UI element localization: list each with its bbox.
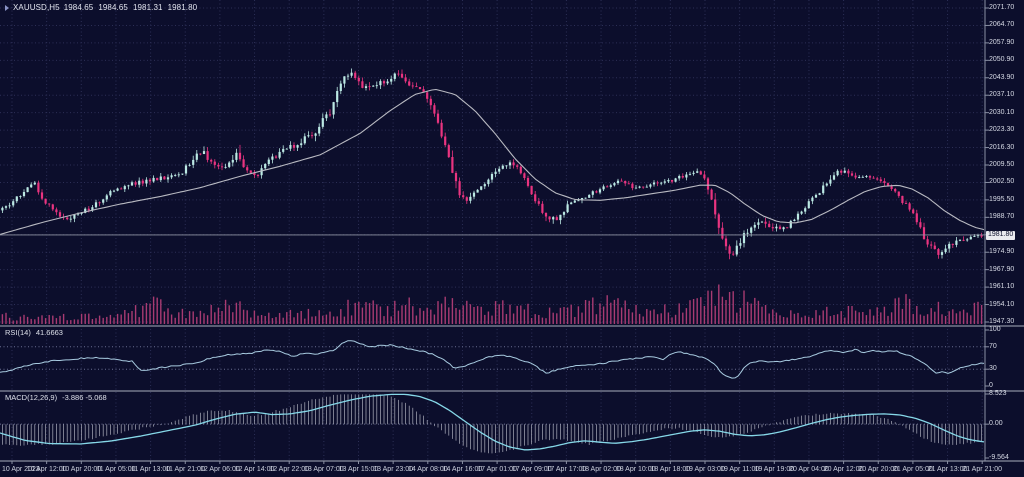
rsi-axis-label: 70 xyxy=(989,342,997,350)
price-axis-label: 2002.50 xyxy=(989,178,1015,186)
price-axis-label: 2071.70 xyxy=(989,4,1015,11)
rsi-axis-label: 30 xyxy=(989,365,997,373)
macd-axis-label: -9.564 xyxy=(989,454,1009,461)
price-axis-label: 2016.30 xyxy=(989,143,1015,151)
price-axis-label: 1974.90 xyxy=(989,248,1015,256)
price-axis-label: 2050.90 xyxy=(989,56,1015,64)
rsi-value: 41.6663 xyxy=(35,328,63,337)
price-axis-label: 1954.10 xyxy=(989,300,1015,308)
time-axis-label: 10 Apr 12:00 xyxy=(26,466,67,473)
price-axis-label: 2009.50 xyxy=(989,161,1015,168)
time-axis-label: 20 Apr 20:00 xyxy=(858,466,899,473)
ohlc-readout: 1984.65 1984.65 1981.31 1981.80 xyxy=(64,3,198,12)
price-axis-label: 2023.30 xyxy=(989,126,1015,134)
ma-line xyxy=(0,88,985,235)
symbol-marker-icon xyxy=(5,4,9,11)
time-axis-label: 12 Apr 14:00 xyxy=(234,466,275,473)
rsi-label: RSI(14) xyxy=(5,328,31,337)
price-axis-label: 2057.90 xyxy=(989,38,1015,46)
price-axis-label: 1995.50 xyxy=(989,195,1015,203)
time-axis-label: 19 Apr 03:00 xyxy=(685,466,725,473)
price-axis-label: 1967.90 xyxy=(989,265,1015,273)
time-axis-label: 17 Apr 09:00 xyxy=(511,466,552,473)
time-axis-label: 14 Apr 16:00 xyxy=(442,466,483,473)
price-axis-label: 2030.10 xyxy=(989,108,1015,116)
time-axis-label: 21 Apr 21:00 xyxy=(962,466,1003,473)
time-axis-label: 20 Apr 12:00 xyxy=(823,466,864,473)
time-axis-label: 18 Apr 02:00 xyxy=(581,466,621,473)
price-axis-label: 1961.10 xyxy=(989,283,1015,291)
price-axis-label: 2064.70 xyxy=(989,21,1015,29)
time-axis-label: 17 Apr 01:00 xyxy=(477,466,517,473)
ohlc-open: 1984.65 xyxy=(63,3,94,12)
time-axis-label: 10 Apr 2023 xyxy=(2,466,40,473)
current-price-label: 1981.80 xyxy=(986,230,1016,240)
rsi-line xyxy=(0,340,985,379)
macd-histogram xyxy=(2,394,982,454)
time-axis-label: 17 Apr 17:00 xyxy=(546,466,587,473)
rsi-axis-label: 100 xyxy=(989,326,1001,333)
symbol-title: XAUUSD,H5 xyxy=(13,3,60,12)
rsi-panel-label: RSI(14) 41.6663 xyxy=(5,328,63,337)
macd-panel-label: MACD(12,26,9) -3.886 -5.068 xyxy=(5,393,107,402)
macd-axis-label: 8.523 xyxy=(989,390,1007,397)
price-axis-label: 2043.90 xyxy=(989,73,1015,81)
grid-layer xyxy=(0,0,985,461)
time-axis-label: 11 Apr 05:00 xyxy=(96,466,136,473)
volume-bars xyxy=(1,284,983,324)
time-axis-label: 20 Apr 04:00 xyxy=(789,466,829,473)
time-axis-label: 11 Apr 21:00 xyxy=(165,466,205,473)
time-axis-label: 21 Apr 13:00 xyxy=(927,466,968,473)
time-axis-label: 13 Apr 07:00 xyxy=(303,466,344,473)
time-axis-label: 19 Apr 11:00 xyxy=(720,466,760,473)
time-axis-label: 13 Apr 15:00 xyxy=(338,466,379,473)
ohlc-close: 1981.80 xyxy=(167,3,198,12)
rsi-axis-label: 0 xyxy=(989,382,993,389)
time-axis-label: 11 Apr 13:00 xyxy=(131,466,171,473)
time-axis-label: 21 Apr 05:00 xyxy=(893,466,933,473)
time-axis-label: 18 Apr 18:00 xyxy=(650,466,691,473)
time-axis-label: 12 Apr 06:00 xyxy=(200,466,240,473)
macd-values: -3.886 -5.068 xyxy=(62,393,107,402)
candles-layer xyxy=(1,68,983,260)
price-axis-label: 2037.10 xyxy=(989,91,1015,99)
time-axis-label: 12 Apr 22:00 xyxy=(269,466,310,473)
ohlc-low: 1981.31 xyxy=(132,3,163,12)
time-axis-label: 19 Apr 19:00 xyxy=(754,466,795,473)
panel-dividers xyxy=(0,0,1024,464)
time-axis-label: 10 Apr 20:00 xyxy=(61,466,102,473)
macd-axis-label: 0.00 xyxy=(989,420,1003,428)
time-axis-label: 14 Apr 08:00 xyxy=(407,466,448,473)
chart-title-bar: XAUUSD,H5 1984.65 1984.65 1981.31 1981.8… xyxy=(5,3,197,12)
ohlc-high: 1984.65 xyxy=(98,3,128,12)
time-axis-label: 18 Apr 10:00 xyxy=(615,466,656,473)
price-axis-label: 1988.70 xyxy=(989,213,1015,221)
macd-label: MACD(12,26,9) xyxy=(5,393,58,402)
price-axis-label: 1947.30 xyxy=(989,318,1015,325)
time-axis-label: 13 Apr 23:00 xyxy=(373,466,413,473)
macd-signal-line xyxy=(0,393,985,451)
